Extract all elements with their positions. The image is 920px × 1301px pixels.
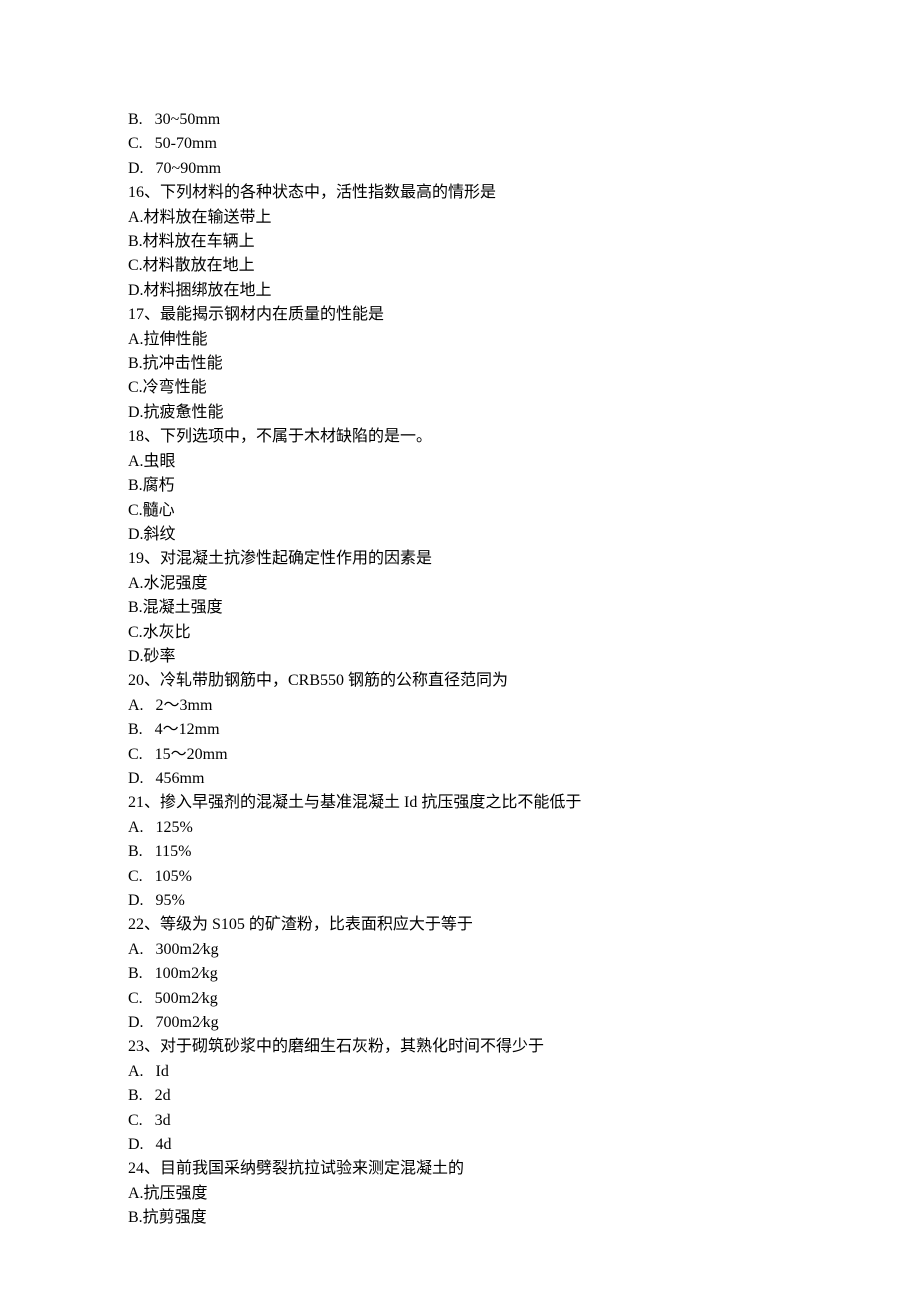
option-line: C.冷弯性能 <box>128 376 792 400</box>
question-stem: 19、对混凝土抗渗性起确定性作用的因素是 <box>128 547 792 571</box>
option-line: C. 3d <box>128 1109 792 1133</box>
question-stem: 16、下列材料的各种状态中，活性指数最高的情形是 <box>128 181 792 205</box>
option-line: B. 4～12mm <box>128 718 792 742</box>
question-stem: 18、下列选项中，不属于木材缺陷的是一。 <box>128 425 792 449</box>
option-line: A.材料放在输送带上 <box>128 206 792 230</box>
option-line: A.虫眼 <box>128 450 792 474</box>
option-line: C. 50-70mm <box>128 132 792 156</box>
option-line: B. 30~50mm <box>128 108 792 132</box>
option-line: B.混凝土强度 <box>128 596 792 620</box>
option-line: B. 115% <box>128 840 792 864</box>
document-page: B. 30~50mm C. 50-70mm D. 70~90mm 16、下列材料… <box>0 0 920 1301</box>
option-line: A.拉伸性能 <box>128 328 792 352</box>
option-line: C. 15～20mm <box>128 743 792 767</box>
option-line: B. 2d <box>128 1084 792 1108</box>
option-line: C.髓心 <box>128 499 792 523</box>
option-line: C.材料散放在地上 <box>128 254 792 278</box>
option-line: B.材料放在车辆上 <box>128 230 792 254</box>
option-line: A. 125% <box>128 816 792 840</box>
option-line: B.抗冲击性能 <box>128 352 792 376</box>
option-line: A.水泥强度 <box>128 572 792 596</box>
option-line: C. 500m2∕kg <box>128 987 792 1011</box>
question-stem: 24、目前我国采纳劈裂抗拉试验来测定混凝土的 <box>128 1157 792 1181</box>
option-line: D. 70~90mm <box>128 157 792 181</box>
question-stem: 17、最能揭示钢材内在质量的性能是 <box>128 303 792 327</box>
option-line: A. 2～3mm <box>128 694 792 718</box>
question-stem: 20、冷轧带肋钢筋中，CRB550 钢筋的公称直径范同为 <box>128 669 792 693</box>
option-line: B. 100m2∕kg <box>128 962 792 986</box>
option-line: D. 95% <box>128 889 792 913</box>
option-line: D.抗疲惫性能 <box>128 401 792 425</box>
option-line: C.水灰比 <box>128 621 792 645</box>
option-line: A.抗压强度 <box>128 1182 792 1206</box>
option-line: D.砂率 <box>128 645 792 669</box>
option-line: D. 456mm <box>128 767 792 791</box>
question-stem: 21、掺入早强剂的混凝土与基准混凝土 Id 抗压强度之比不能低于 <box>128 791 792 815</box>
option-line: B.腐朽 <box>128 474 792 498</box>
option-line: A. 300m2∕kg <box>128 938 792 962</box>
option-line: D.材料捆绑放在地上 <box>128 279 792 303</box>
option-line: D.斜纹 <box>128 523 792 547</box>
option-line: D. 700m2∕kg <box>128 1011 792 1035</box>
option-line: A. Id <box>128 1060 792 1084</box>
option-line: C. 105% <box>128 865 792 889</box>
option-line: D. 4d <box>128 1133 792 1157</box>
option-line: B.抗剪强度 <box>128 1206 792 1230</box>
question-stem: 23、对于砌筑砂浆中的磨细生石灰粉，其熟化时间不得少于 <box>128 1035 792 1059</box>
question-stem: 22、等级为 S105 的矿渣粉，比表面积应大于等于 <box>128 913 792 937</box>
